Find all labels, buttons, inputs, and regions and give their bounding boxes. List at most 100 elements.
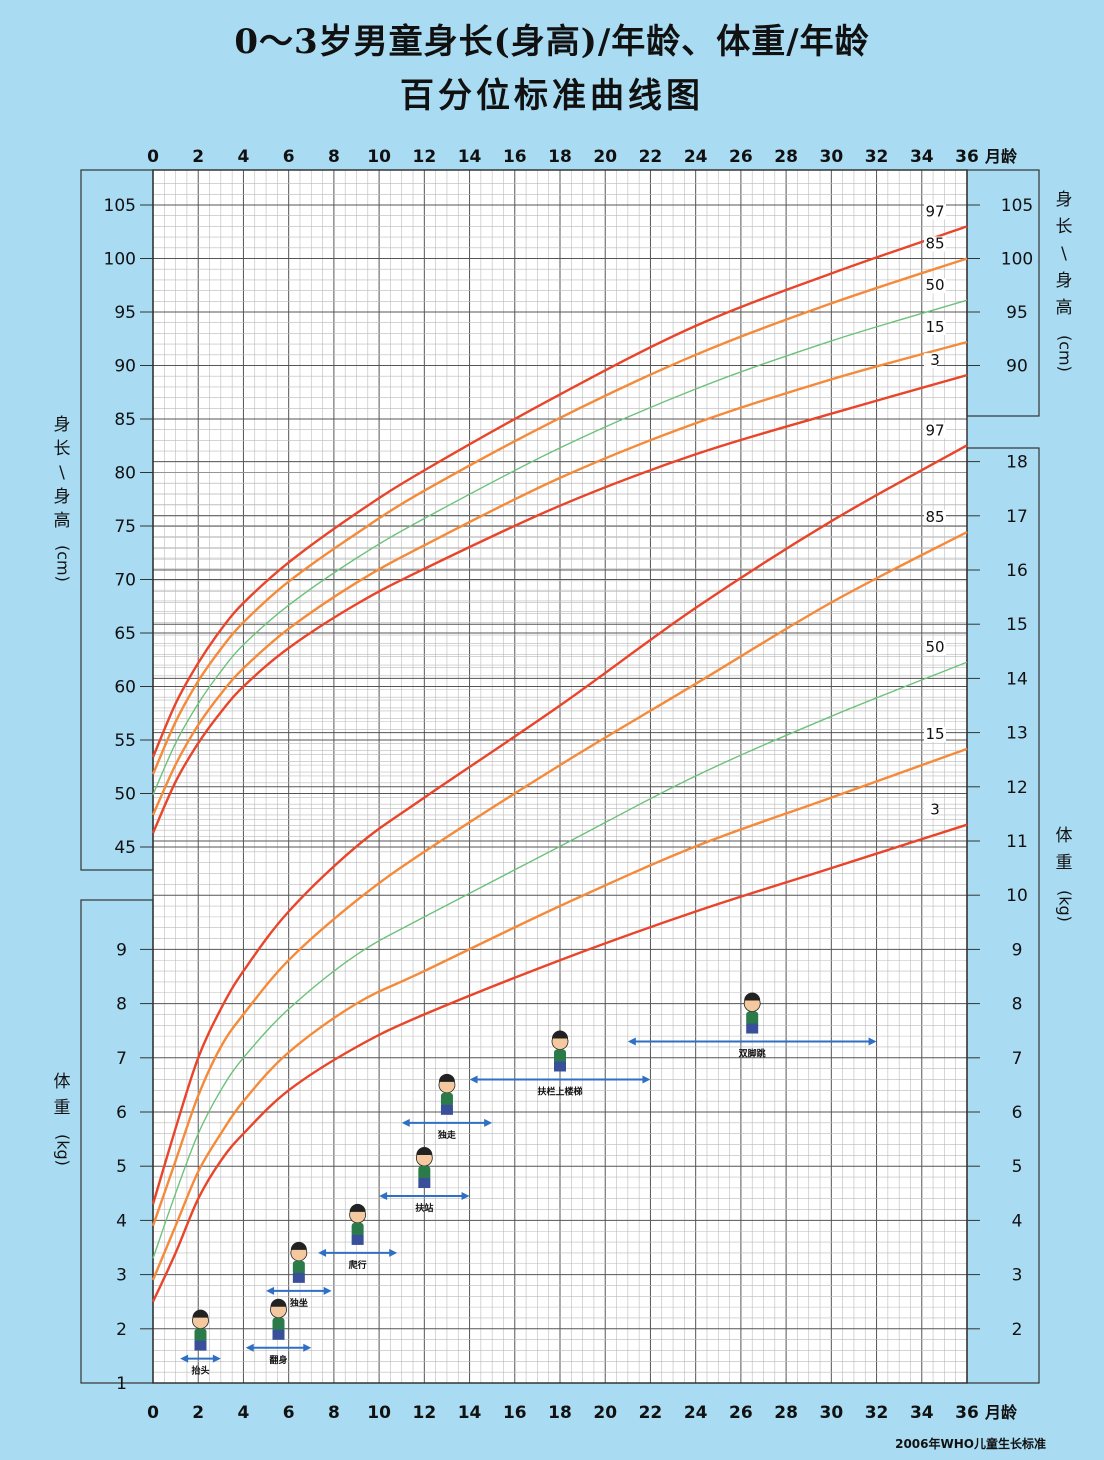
length-tick-label-left: 65	[114, 624, 136, 644]
x-unit-label-top: 月龄	[984, 147, 1018, 166]
length-tick-label-left: 75	[114, 517, 136, 537]
weight-tick-label-right: 8	[1012, 995, 1023, 1015]
weight-label-bg	[924, 510, 946, 526]
weight-label-bg	[924, 802, 937, 818]
length-curve-p85	[151, 257, 968, 775]
child-figure-hair-icon	[744, 992, 761, 1001]
weight-curve-p15	[151, 747, 968, 1281]
length-axis-label-right: \	[1061, 244, 1067, 264]
weight-tick-label-left: 8	[116, 995, 127, 1015]
x-tick-label-bottom: 32	[865, 1403, 889, 1423]
x-tick-label-top: 2	[192, 147, 204, 167]
child-figure-body-icon	[746, 1011, 759, 1026]
weight-tick-label-left: 2	[116, 1320, 127, 1340]
child-figure-legs-icon	[418, 1178, 431, 1189]
weight-label-bg	[924, 640, 946, 656]
length-axis-label-right: 身	[1056, 190, 1073, 210]
milestone-label: 独走	[437, 1129, 456, 1141]
x-tick-label-top: 26	[729, 147, 753, 167]
length-curve-p50	[152, 299, 968, 795]
length-tick-label-left: 70	[114, 571, 136, 591]
weight-tick-label-right: 17	[1006, 507, 1028, 527]
length-percentile-label: 85	[925, 235, 944, 253]
left-weight-axis-panel	[80, 899, 154, 1384]
child-figure-body-icon	[554, 1049, 566, 1064]
length-axis-label-left: \	[59, 463, 65, 483]
length-label-bg	[924, 236, 946, 252]
weight-tick-label-right: 9	[1012, 940, 1023, 960]
weight-tick-label-left: 1	[116, 1374, 127, 1394]
x-tick-label-top: 12	[412, 147, 436, 167]
x-tick-label-top: 36	[955, 147, 979, 167]
child-figure-hair-icon	[438, 1073, 455, 1082]
milestone-arrow-head-left	[469, 1075, 478, 1084]
x-tick-label-top: 28	[774, 147, 798, 167]
length-label-bg	[924, 204, 946, 220]
x-tick-label-bottom: 16	[503, 1403, 527, 1423]
length-tick-label-left: 105	[104, 196, 136, 216]
milestone-arrow-head-right	[642, 1075, 651, 1084]
weight-tick-label-right: 13	[1006, 724, 1028, 744]
length-label-bg	[924, 353, 937, 369]
child-figure-hair-icon	[349, 1203, 366, 1212]
child-figure-legs-icon	[351, 1234, 364, 1245]
length-tick-label-left: 60	[114, 678, 136, 698]
child-figure-hair-icon	[552, 1030, 568, 1039]
weight-percentile-label: 85	[925, 508, 944, 526]
x-tick-label-top: 32	[865, 147, 889, 167]
length-curve-p3	[151, 373, 968, 834]
x-tick-label-bottom: 12	[412, 1403, 436, 1423]
child-figure-legs-icon	[746, 1023, 759, 1034]
weight-tick-label-right: 7	[1012, 1049, 1023, 1069]
milestone-label: 翻身	[269, 1354, 287, 1366]
weight-tick-label-left: 9	[116, 940, 127, 960]
x-tick-label-top: 16	[503, 147, 527, 167]
x-tick-label-bottom: 18	[548, 1403, 572, 1423]
weight-percentile-label: 97	[925, 421, 944, 439]
weight-tick-label-right: 10	[1006, 886, 1028, 906]
x-tick-label-bottom: 28	[774, 1403, 798, 1423]
length-tick-label-left: 85	[114, 410, 136, 430]
x-tick-label-bottom: 6	[283, 1403, 295, 1423]
weight-percentile-label: 3	[930, 801, 940, 819]
milestone-arrow-head-left	[266, 1286, 275, 1295]
weight-tick-label-left: 4	[116, 1211, 127, 1231]
x-tick-label-top: 30	[819, 147, 843, 167]
milestone-label: 抬头	[191, 1365, 209, 1377]
length-curve-p15	[151, 340, 968, 816]
x-tick-label-top: 0	[147, 147, 159, 167]
length-axis-label-left: 长	[54, 439, 71, 459]
milestone-label: 扶栏上楼梯	[537, 1085, 582, 1097]
weight-axis-label-left: 重	[54, 1098, 71, 1118]
length-tick-label-right: 105	[1001, 196, 1033, 216]
milestone-arrow-head-left	[401, 1118, 410, 1127]
x-tick-label-bottom: 20	[593, 1403, 617, 1423]
x-tick-label-top: 34	[910, 147, 934, 167]
x-tick-label-top: 18	[548, 147, 572, 167]
milestone-arrow-head-right	[212, 1354, 221, 1363]
x-tick-label-bottom: 34	[910, 1403, 934, 1423]
x-tick-label-bottom: 26	[729, 1403, 753, 1423]
length-tick-label-left: 95	[114, 303, 136, 323]
milestone-arrow-head-left	[379, 1192, 388, 1201]
length-percentile-label: 50	[925, 276, 944, 294]
length-axis-label-right: 高	[1056, 298, 1073, 318]
weight-tick-label-left: 7	[116, 1049, 127, 1069]
child-figure-legs-icon	[440, 1104, 453, 1115]
child-figure-body-icon	[418, 1166, 431, 1181]
weight-label-bg	[924, 726, 946, 742]
weight-tick-label-right: 3	[1012, 1266, 1023, 1286]
length-tick-label-right: 95	[1006, 303, 1028, 323]
milestone-arrow-head-right	[389, 1248, 398, 1257]
x-tick-label-top: 6	[283, 147, 295, 167]
length-axis-label-right: (cm)	[1056, 335, 1075, 372]
length-axis-label-left: 身	[54, 415, 71, 435]
length-axis-label-right: 长	[1056, 217, 1073, 237]
child-figure-hair-icon	[416, 1147, 433, 1156]
x-tick-label-bottom: 30	[819, 1403, 843, 1423]
weight-curve-p85	[151, 531, 968, 1227]
milestone-arrow-head-right	[484, 1118, 493, 1127]
weight-tick-label-right: 11	[1006, 832, 1028, 852]
weight-curve-p50	[152, 661, 968, 1259]
milestone-arrow-head-left	[627, 1037, 636, 1046]
